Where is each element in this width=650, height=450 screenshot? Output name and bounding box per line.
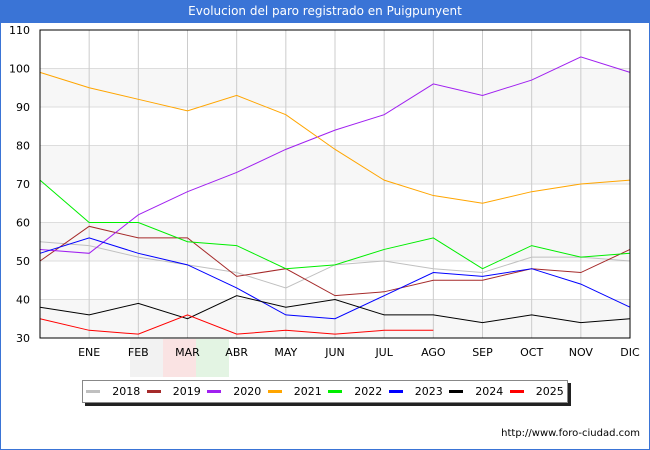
x-tick-label: SEP — [472, 346, 493, 359]
watermark — [130, 339, 229, 377]
y-tick-label: 110 — [9, 24, 30, 37]
legend-label: 2018 — [112, 385, 141, 398]
y-tick-label: 70 — [16, 178, 30, 191]
series-line-2024 — [39, 295, 631, 324]
legend-label: 2019 — [172, 385, 201, 398]
x-tick-label: ENE — [78, 346, 100, 359]
legend-label: 2020 — [233, 385, 262, 398]
series-lines — [39, 56, 631, 335]
series-line-2023 — [39, 237, 631, 320]
legend-label: 2024 — [475, 385, 504, 398]
legend-swatch — [388, 390, 403, 393]
x-tick-label: DIC — [620, 346, 640, 359]
x-tick-label: NOV — [569, 346, 594, 359]
legend-label: 2025 — [535, 385, 564, 398]
x-tick-label: JUN — [324, 346, 345, 359]
y-tick-label: 80 — [16, 140, 30, 153]
legend-swatch — [86, 390, 101, 393]
legend-label: 2021 — [293, 385, 322, 398]
x-tick-label: FEB — [128, 346, 149, 359]
legend-label: 2023 — [414, 385, 443, 398]
x-tick-label: ABR — [225, 346, 248, 359]
legend-item-2024: 2024 — [449, 385, 503, 398]
legend-swatch — [509, 390, 524, 393]
y-tick-label: 30 — [16, 332, 30, 345]
x-tick-label: MAR — [175, 346, 200, 359]
legend: 2018 2019 2020 2021 2022 2023 2024 2025 — [82, 380, 568, 403]
y-tick-label: 50 — [16, 255, 30, 268]
legend-label: 2022 — [354, 385, 383, 398]
legend-swatch — [328, 390, 343, 393]
series-line-2022 — [39, 179, 631, 270]
watermark-band-gray — [130, 339, 163, 377]
series-line-2025 — [39, 314, 434, 335]
source-url: http://www.foro-ciudad.com — [501, 428, 640, 439]
y-tick-label: 100 — [9, 63, 30, 76]
legend-item-2018: 2018 — [86, 385, 140, 398]
legend-item-2020: 2020 — [207, 385, 261, 398]
y-tick-label: 60 — [16, 217, 30, 230]
x-tick-label: MAY — [274, 346, 297, 359]
watermark-band-red — [163, 339, 196, 377]
legend-item-2019: 2019 — [146, 385, 201, 398]
legend-swatch — [267, 390, 282, 393]
x-tick-label: OCT — [520, 346, 543, 359]
chart-title: Evolucion del paro registrado en Puigpun… — [0, 0, 650, 23]
legend-item-2022: 2022 — [328, 385, 382, 398]
plot-area-border — [39, 29, 631, 339]
x-tick-label: JUL — [374, 346, 393, 359]
legend-item-2021: 2021 — [267, 385, 322, 398]
legend-swatch — [207, 390, 222, 393]
y-axis-ticks: 30 40 50 60 70 80 90 100 110 — [9, 24, 30, 345]
series-line-2020 — [39, 56, 631, 254]
y-tick-label: 40 — [16, 294, 30, 307]
series-line-2021 — [39, 71, 631, 204]
x-axis-ticks: ENE FEB MAR ABR MAY JUN JUL AGO SEP OCT NOV DIC — [78, 346, 640, 359]
legend-item-2023: 2023 — [388, 385, 443, 398]
y-tick-label: 90 — [16, 101, 30, 114]
x-tick-label: AGO — [421, 346, 446, 359]
legend-swatch — [146, 390, 161, 393]
watermark-band-green — [196, 339, 229, 377]
legend-item-2025: 2025 — [509, 385, 564, 398]
legend-swatch — [449, 390, 464, 393]
